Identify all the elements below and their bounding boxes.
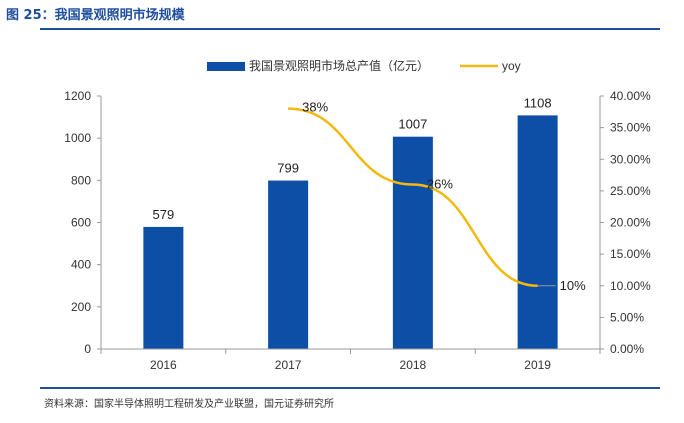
y-tick-label-left: 400 bbox=[71, 258, 91, 272]
bar-value-label: 1108 bbox=[524, 95, 552, 110]
x-tick-label: 2017 bbox=[275, 358, 302, 372]
y-tick-label-left: 600 bbox=[71, 216, 91, 230]
y-tick-label-right: 40.00% bbox=[610, 89, 651, 103]
legend-label-line: yoy bbox=[502, 59, 521, 73]
y-tick-label-right: 35.00% bbox=[610, 121, 651, 135]
bar-series bbox=[143, 115, 558, 349]
figure-title: 图 25：我国景观照明市场规模 bbox=[6, 8, 185, 23]
y-tick-label-left: 200 bbox=[71, 300, 91, 314]
bar-value-label: 1007 bbox=[398, 117, 427, 132]
legend-label-bar: 我国景观照明市场总产值（亿元） bbox=[249, 58, 429, 73]
bar-value-label: 799 bbox=[277, 161, 299, 176]
legend-swatch-bar bbox=[207, 62, 245, 71]
yoy-value-label: 38% bbox=[302, 100, 328, 115]
legend: 我国景观照明市场总产值（亿元） yoy bbox=[207, 58, 521, 73]
y-tick-label-right: 0.00% bbox=[610, 342, 644, 356]
y-tick-label-right: 20.00% bbox=[610, 216, 651, 230]
x-tick-label: 2016 bbox=[150, 358, 177, 372]
y-tick-label-right: 10.00% bbox=[610, 279, 651, 293]
bar-2017 bbox=[268, 180, 309, 349]
bar-value-label: 579 bbox=[153, 207, 175, 222]
yoy-value-label: 26% bbox=[427, 177, 453, 192]
axes: 0 200 400 600 800 1000 1200 0.00% 5.00% 10.00% 15.… bbox=[64, 89, 651, 372]
bar-2018 bbox=[392, 136, 433, 349]
y-tick-label-left: 1200 bbox=[64, 89, 91, 103]
y-tick-label-right: 30.00% bbox=[610, 152, 651, 166]
x-tick-label: 2019 bbox=[524, 358, 551, 372]
y-tick-label-left: 0 bbox=[84, 342, 91, 356]
top-rule bbox=[40, 28, 660, 30]
y-tick-label-right: 25.00% bbox=[610, 184, 651, 198]
yoy-line bbox=[288, 107, 538, 287]
y-tick-label-left: 1000 bbox=[64, 131, 91, 145]
y-tick-label-left: 800 bbox=[71, 173, 91, 187]
line-series bbox=[288, 107, 538, 287]
y-tick-label-right: 15.00% bbox=[610, 247, 651, 261]
yoy-value-label: 10% bbox=[560, 278, 586, 293]
bar-2016 bbox=[143, 226, 184, 349]
source-note: 资料来源：国家半导体照明工程研发及产业联盟，国元证券研究所 bbox=[44, 399, 334, 410]
data-labels: 579 799 1007 1108 38% 26% 10% bbox=[153, 95, 587, 292]
y-tick-label-right: 5.00% bbox=[610, 310, 644, 324]
bar-2019 bbox=[517, 115, 558, 349]
x-tick-label: 2018 bbox=[400, 358, 427, 372]
bottom-rule bbox=[40, 387, 660, 389]
